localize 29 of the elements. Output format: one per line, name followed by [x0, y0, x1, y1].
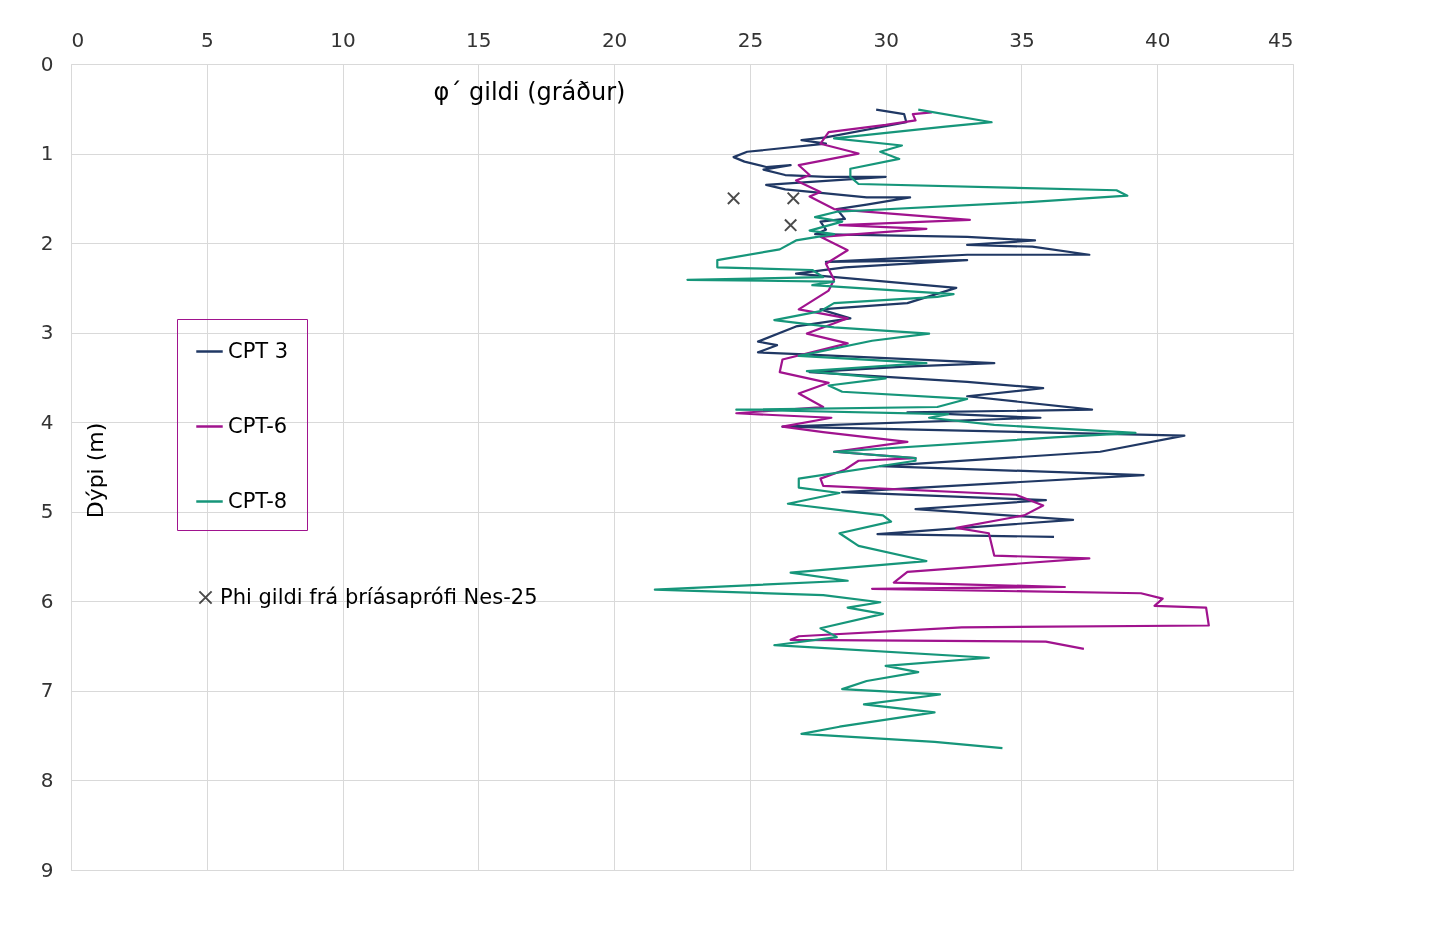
x-tick-label: 10	[330, 27, 356, 52]
x-tick-label: 0	[71, 27, 85, 52]
y-tick-label: 6	[40, 588, 54, 613]
x-tick-label: 30	[873, 27, 899, 52]
y-tick-label: 0	[40, 51, 54, 76]
y-tick-label: 5	[40, 499, 54, 524]
x-tick-label: 25	[737, 27, 764, 52]
x-tick-label: 15	[466, 27, 492, 52]
legend-label: CPT-8	[228, 488, 288, 513]
y-tick-label: 7	[40, 678, 54, 703]
legend-label: Phi gildi frá þríásaprófi Nes-25	[220, 584, 538, 609]
legend-label: CPT 3	[228, 338, 289, 363]
x-axis-title: φ´ gildi (gráður)	[433, 77, 626, 106]
line-series	[735, 111, 1210, 650]
y-tick-label: 2	[40, 230, 54, 255]
legend-label: CPT-6	[228, 413, 288, 438]
y-tick-label: 4	[40, 409, 54, 434]
x-tick-label: 5	[200, 27, 214, 52]
line-series	[653, 108, 1137, 750]
y-tick-label: 1	[40, 141, 54, 166]
y-tick-label: 9	[40, 857, 54, 882]
line-series	[732, 108, 1186, 538]
y-axis-title: Dýpi (m)	[82, 422, 108, 519]
x-tick-label: 35	[1009, 27, 1035, 52]
x-tick-label: 20	[601, 27, 628, 52]
y-tick-label: 3	[40, 320, 54, 345]
x-tick-label: 45	[1268, 27, 1294, 52]
y-tick-label: 8	[40, 767, 54, 792]
x-tick-label: 40	[1145, 27, 1171, 52]
